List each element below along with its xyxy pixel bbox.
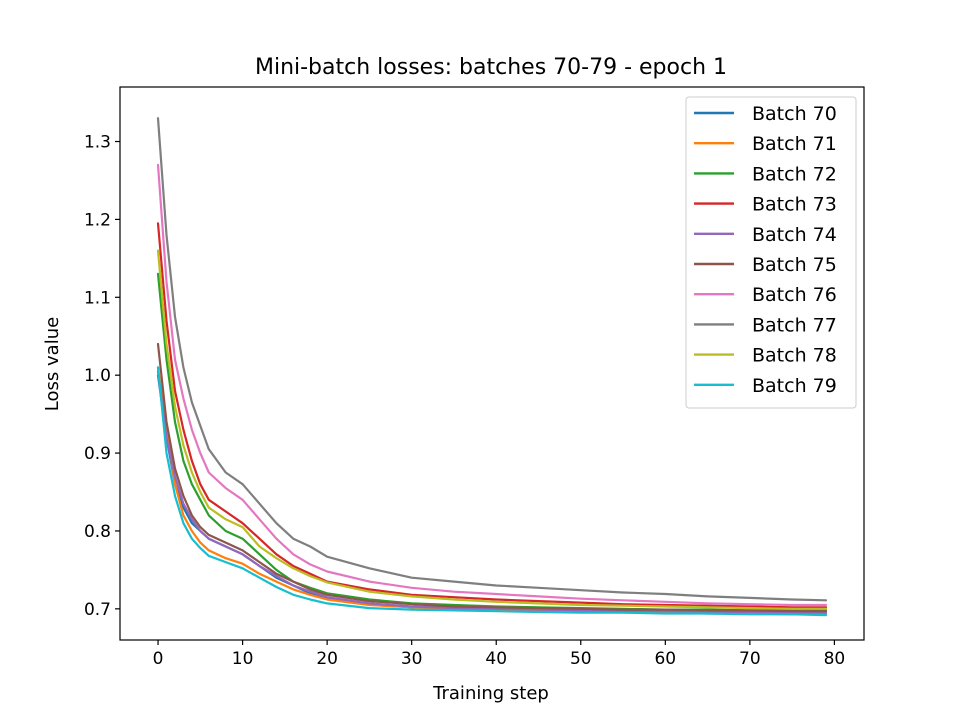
x-tick-label: 30: [401, 649, 423, 669]
x-tick-label: 20: [316, 649, 338, 669]
series-line-batch-76: [156, 163, 828, 607]
y-axis-label: Loss value: [42, 317, 63, 411]
x-tick-label: 40: [485, 649, 507, 669]
x-tick-label: 10: [232, 649, 254, 669]
legend-label-batch-79: Batch 79: [752, 375, 837, 397]
series-line-batch-79: [156, 366, 828, 617]
x-tick-label: 80: [824, 649, 846, 669]
series-line-batch-78: [156, 249, 828, 610]
legend-label-batch-73: Batch 73: [752, 194, 837, 216]
series-line-batch-74: [156, 370, 828, 614]
legend: Batch 70 Batch 71 Batch 72 Batch 73 Batch 74…: [685, 96, 857, 409]
legend-label-batch-74: Batch 74: [752, 224, 837, 246]
x-tick-label: 50: [570, 649, 592, 669]
x-tick-label: 60: [654, 649, 676, 669]
y-tick-label: 1.1: [84, 288, 111, 308]
legend-label-batch-71: Batch 71: [752, 133, 837, 155]
chart-title: Mini-batch losses: batches 70-79 - epoch…: [255, 55, 727, 80]
y-tick-label: 0.8: [84, 522, 111, 542]
x-tick-label: 70: [739, 649, 761, 669]
x-axis-label: Training step: [432, 683, 549, 704]
x-tick-label: 0: [153, 649, 164, 669]
legend-box: [685, 96, 857, 409]
y-tick-label: 1.3: [84, 133, 111, 153]
y-tick-label: 0.7: [84, 600, 111, 620]
series-line-batch-75: [156, 342, 828, 613]
axes: 0 10 20 30 40 50 60 70 80 0.7 0.8 0.9 1.0 1.1 1.2 1.3: [84, 86, 865, 669]
legend-label-batch-78: Batch 78: [752, 345, 837, 367]
y-tick-label: 1.0: [84, 366, 111, 386]
legend-label-batch-77: Batch 77: [752, 314, 837, 336]
series-lines: [156, 117, 828, 617]
legend-label-batch-75: Batch 75: [752, 254, 837, 276]
legend-label-batch-72: Batch 72: [752, 163, 837, 185]
legend-label-batch-76: Batch 76: [752, 284, 837, 306]
series-line-batch-77: [156, 117, 828, 602]
legend-label-batch-70: Batch 70: [752, 103, 837, 125]
series-line-batch-73: [156, 222, 828, 609]
y-tick-label: 1.2: [84, 210, 111, 230]
y-tick-label: 0.9: [84, 444, 111, 464]
plot-frame: [119, 86, 865, 641]
